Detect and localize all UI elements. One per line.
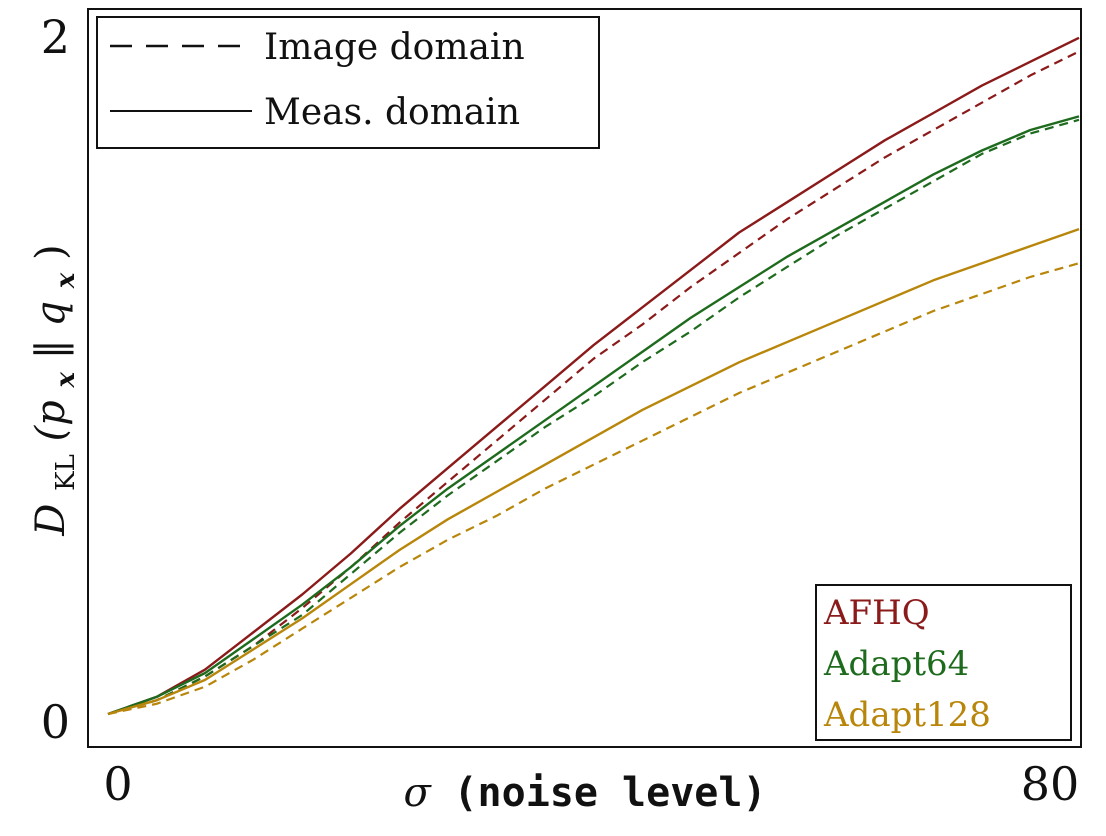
y-axis-label-p: (p — [28, 400, 74, 441]
x-tick-label-right: 80 — [1021, 757, 1080, 811]
series-line-afhq-solid — [107, 36, 1080, 716]
y-axis-label-close: ) — [28, 244, 74, 260]
series-line-adapt64-dashed — [107, 118, 1080, 716]
style-legend-box — [96, 16, 600, 149]
x-axis-label: σ (noise level) — [403, 770, 766, 816]
legend-afhq-label: AFHQ — [823, 593, 930, 633]
y-axis-label-px-sub: x — [51, 371, 81, 388]
y-axis-label-qx-sub: x — [51, 272, 81, 289]
series-line-adapt64-solid — [107, 115, 1080, 716]
legend-image-domain-label: Image domain — [264, 27, 525, 68]
style-legend: Image domain Meas. domain — [96, 16, 600, 149]
y-axis-label: D KL (p x ‖ q x ) — [28, 244, 84, 536]
legend-adapt64-label: Adapt64 — [823, 644, 969, 684]
dataset-legend-box — [815, 584, 1072, 741]
y-axis-label-kl: KL — [51, 454, 81, 491]
legend-meas-domain-label: Meas. domain — [264, 92, 520, 133]
y-axis-label-d: D — [28, 504, 74, 537]
series-group — [107, 36, 1080, 716]
x-tick-label-left: 0 — [103, 757, 132, 811]
series-line-adapt128-dashed — [107, 262, 1080, 716]
legend-adapt128-label: Adapt128 — [823, 695, 991, 735]
dataset-legend: AFHQ Adapt64 Adapt128 — [815, 584, 1072, 741]
x-axis-label-text: (noise level) — [453, 770, 766, 816]
y-tick-label-bottom: 0 — [41, 695, 70, 749]
y-axis-label-q: ‖ q — [28, 301, 74, 359]
series-line-afhq-dashed — [107, 50, 1080, 716]
plot-frame — [87, 8, 1082, 748]
x-axis-label-symbol: σ — [403, 770, 432, 816]
y-tick-label-top: 2 — [41, 10, 70, 64]
series-line-adapt128-solid — [107, 227, 1080, 716]
